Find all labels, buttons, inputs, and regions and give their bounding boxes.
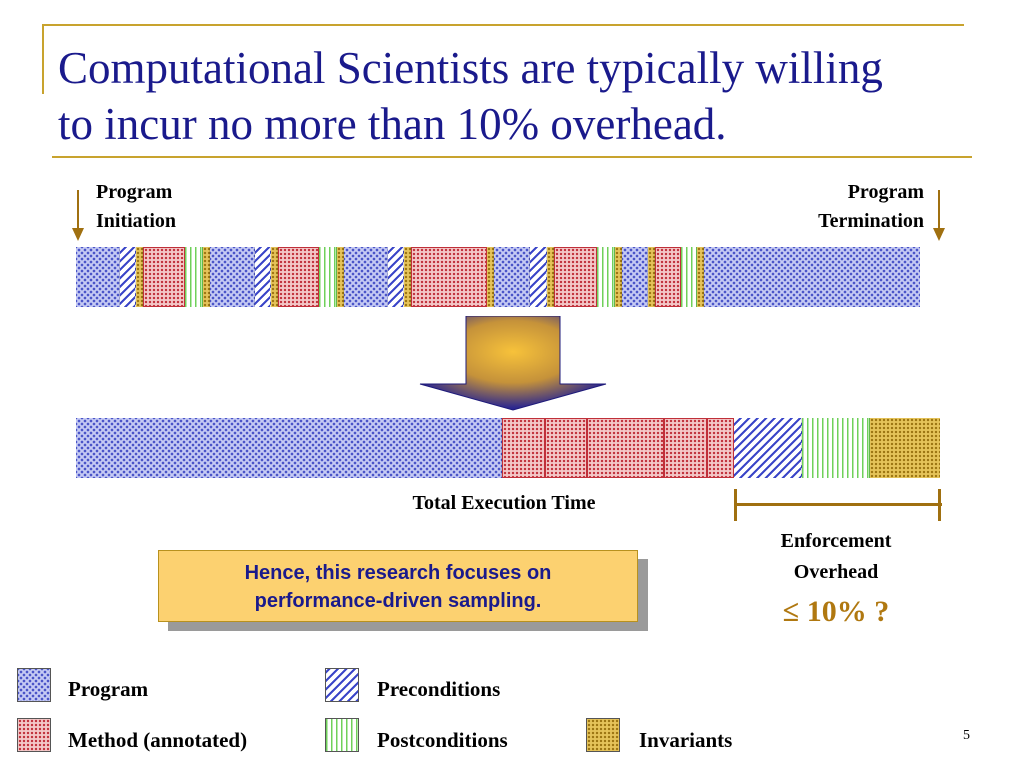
segment-invariant [404,247,411,307]
segment-postcondition [597,247,615,307]
legend-preconditions-label: Preconditions [377,677,501,701]
legend-program-label: Program [68,677,149,701]
segment-method [664,418,707,478]
segment-invariant [203,247,210,307]
legend-method-label: Method (annotated) [68,728,248,752]
segment-program [76,418,502,478]
callout-line-2: performance-driven sampling. [254,590,542,612]
overhead-bracket-bar [734,503,942,506]
segment-precondition [388,247,404,307]
title-line-1: Computational Scientists are typically w… [58,43,883,93]
conclusion-callout: Hence, this research focuses on performa… [158,550,638,622]
overhead-threshold-value: ≤ 10% ? [782,595,890,628]
segment-invariant [615,247,622,307]
aggregated-execution-bar [76,418,940,478]
segment-invariant [136,247,143,307]
page-number: 5 [963,728,970,743]
segment-method [707,418,734,478]
title-frame-left [42,24,44,94]
overhead-line-2: Overhead [793,561,879,583]
segment-invariant [487,247,494,307]
total-execution-time-label: Total Execution Time [412,492,596,514]
title-line-2: to incur no more than 10% overhead. [58,99,727,149]
legend-invariants-swatch [586,718,620,752]
termination-arrow-icon [933,228,945,241]
transform-arrow-icon [419,316,607,411]
segment-method [502,418,545,478]
segment-preconditions-total [734,418,802,478]
slide-title: Computational Scientists are typically w… [58,40,1008,152]
segment-invariant [271,247,278,307]
termination-line-2: Termination [818,210,924,232]
program-termination-label: Program Termination [760,178,924,236]
interleaved-execution-bar [76,247,940,307]
callout-line-1: Hence, this research focuses on [244,562,552,584]
legend-postconditions-swatch [325,718,359,752]
segment-program [622,247,648,307]
segment-invariant [648,247,655,307]
overhead-line-1: Enforcement [780,530,892,552]
segment-method [278,247,319,307]
segment-postcondition [319,247,337,307]
segment-invariant [697,247,704,307]
segment-program [76,247,120,307]
segment-method [655,247,681,307]
segment-method [545,418,587,478]
segment-program [210,247,255,307]
termination-arrow-shaft [938,190,940,230]
segment-postcondition [681,247,697,307]
segment-program [344,247,388,307]
termination-line-1: Program [847,181,924,203]
segment-postconditions-total [802,418,870,478]
enforcement-overhead-label: Enforcement Overhead [730,526,942,588]
title-frame-top [42,24,964,26]
segment-precondition [255,247,271,307]
segment-postcondition [185,247,203,307]
legend-preconditions-swatch [325,668,359,702]
segment-invariant [337,247,344,307]
segment-precondition [120,247,136,307]
segment-invariants-total [870,418,940,478]
title-underline [52,156,972,158]
initiation-arrow-icon [72,228,84,241]
segment-program [704,247,920,307]
initiation-line-2: Initiation [96,210,177,232]
segment-method [411,247,487,307]
segment-method [587,418,664,478]
program-initiation-label: Program Initiation [96,178,176,236]
legend-postconditions-label: Postconditions [377,728,508,752]
overhead-bracket-right [938,489,941,521]
legend-invariants-label: Invariants [639,728,733,752]
initiation-arrow-shaft [77,190,79,230]
segment-invariant [547,247,554,307]
legend-program-swatch [17,668,51,702]
segment-precondition [530,247,547,307]
segment-method [554,247,597,307]
initiation-line-1: Program [96,181,173,203]
legend-method-swatch [17,718,51,752]
segment-program [494,247,530,307]
segment-method [143,247,185,307]
